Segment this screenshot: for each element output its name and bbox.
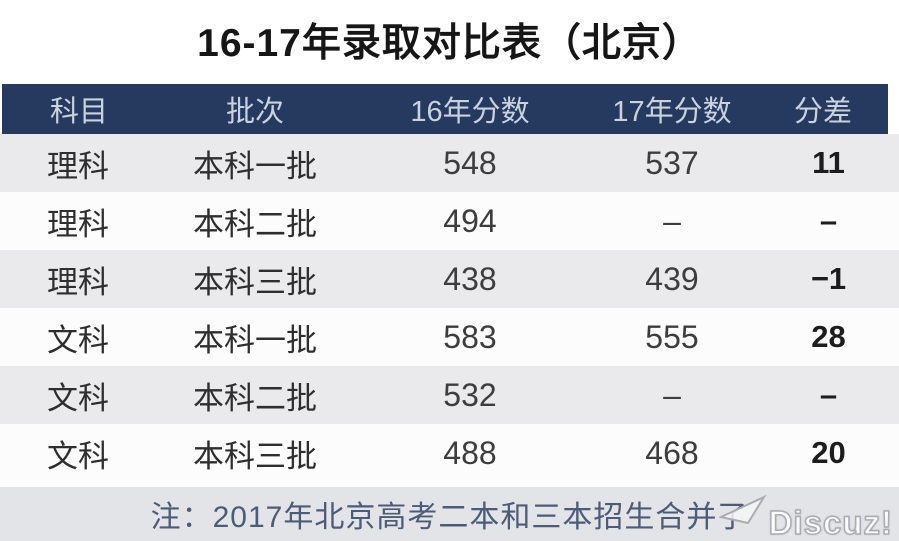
cell-subject: 理科 bbox=[47, 264, 109, 300]
cell-subject: 文科 bbox=[47, 380, 109, 416]
column-header-subject: 科目 bbox=[49, 96, 108, 128]
cell-batch: 本科一批 bbox=[193, 322, 317, 358]
cell-score-16: 583 bbox=[443, 318, 497, 355]
column-header-batch: 批次 bbox=[225, 96, 284, 128]
cell-score-17: – bbox=[663, 376, 681, 413]
table-row: 文科 本科一批 583 555 28 bbox=[0, 308, 899, 366]
cell-score-16: 494 bbox=[443, 202, 497, 239]
cell-diff: – bbox=[819, 203, 838, 238]
cell-diff: – bbox=[819, 377, 838, 412]
cell-batch: 本科二批 bbox=[193, 206, 317, 242]
discuz-watermark: Discuz! bbox=[718, 495, 893, 541]
discuz-logo-icon bbox=[718, 495, 767, 525]
cell-score-17: 468 bbox=[645, 434, 699, 471]
cell-diff: −1 bbox=[810, 261, 847, 296]
cell-batch: 本科三批 bbox=[193, 264, 317, 300]
cell-subject: 文科 bbox=[47, 438, 109, 474]
cell-subject: 文科 bbox=[47, 322, 109, 358]
cell-batch: 本科二批 bbox=[193, 380, 317, 416]
column-header-diff: 分差 bbox=[793, 96, 852, 128]
cell-subject: 理科 bbox=[47, 148, 109, 184]
discuz-watermark-text: Discuz! bbox=[768, 503, 893, 541]
table-row: 文科 本科三批 488 468 20 bbox=[0, 424, 899, 482]
cell-score-16: 532 bbox=[443, 376, 497, 413]
cell-diff: 11 bbox=[812, 145, 845, 180]
cell-score-16: 438 bbox=[443, 260, 497, 297]
cell-score-17: 537 bbox=[645, 144, 699, 181]
cell-batch: 本科一批 bbox=[193, 148, 317, 184]
table-row: 理科 本科一批 548 537 11 bbox=[0, 134, 899, 192]
table-row: 文科 本科二批 532 – – bbox=[0, 366, 899, 424]
cell-batch: 本科三批 bbox=[193, 438, 317, 474]
column-header-score-17: 17年分数 bbox=[612, 96, 732, 128]
cell-score-17: 439 bbox=[645, 260, 699, 297]
cell-diff: 20 bbox=[811, 435, 846, 470]
cell-score-16: 548 bbox=[443, 144, 497, 181]
page-title: 16-17年录取对比表（北京） bbox=[197, 22, 702, 65]
cell-score-16: 488 bbox=[443, 434, 497, 471]
column-header-score-16: 16年分数 bbox=[410, 96, 530, 128]
table-row: 理科 本科三批 438 439 −1 bbox=[0, 250, 899, 308]
cell-diff: 28 bbox=[811, 319, 846, 354]
table-header-row: 科目 批次 16年分数 17年分数 分差 bbox=[2, 84, 888, 134]
cell-subject: 理科 bbox=[47, 206, 109, 242]
footnote-text: 注：2017年北京高考二本和三本招生合并了 bbox=[150, 501, 749, 534]
table-body: 理科 本科一批 548 537 11 理科 本科二批 494 – – 理科 本科… bbox=[0, 134, 899, 482]
cell-score-17: 555 bbox=[645, 318, 699, 355]
cell-score-17: – bbox=[663, 202, 681, 239]
table-row: 理科 本科二批 494 – – bbox=[0, 192, 899, 250]
